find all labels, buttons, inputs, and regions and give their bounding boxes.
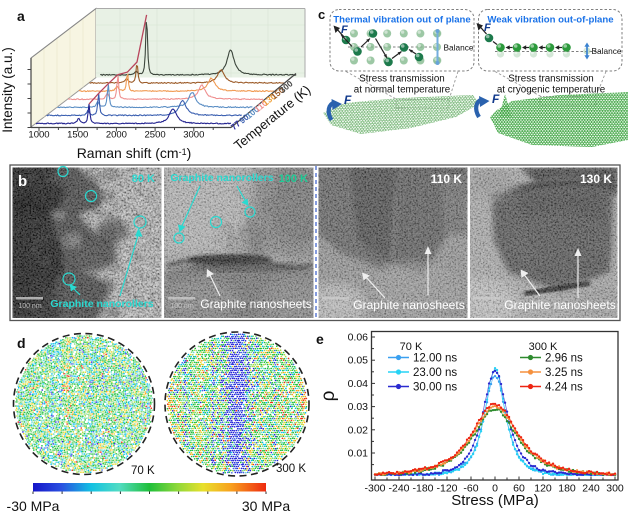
svg-text:0.03: 0.03 [348, 401, 369, 413]
svg-text:ρ: ρ [318, 390, 339, 401]
svg-text:70 K: 70 K [131, 465, 155, 477]
svg-text:100 nm: 100 nm [18, 303, 42, 310]
svg-text:110 K: 110 K [431, 172, 463, 186]
svg-text:100 nm: 100 nm [324, 303, 348, 310]
svg-text:1000: 1000 [28, 130, 49, 141]
svg-text:F: F [341, 24, 348, 36]
svg-text:30 MPa: 30 MPa [242, 498, 290, 514]
svg-text:0: 0 [492, 483, 498, 495]
svg-text:Thermal vibration out of plane: Thermal vibration out of plane [333, 15, 471, 26]
svg-text:a: a [17, 8, 25, 24]
svg-text:300 K: 300 K [529, 341, 558, 353]
svg-text:0.05: 0.05 [348, 355, 369, 367]
svg-text:c: c [318, 7, 325, 22]
svg-text:300: 300 [606, 483, 624, 495]
svg-text:2000: 2000 [106, 130, 127, 141]
svg-text:-120: -120 [436, 483, 457, 495]
svg-text:-300: -300 [364, 483, 385, 495]
svg-text:180: 180 [558, 483, 576, 495]
svg-text:Balance: Balance [444, 43, 474, 53]
svg-text:60: 60 [513, 483, 525, 495]
svg-text:e: e [316, 331, 324, 347]
svg-text:Graphite nanorollers: Graphite nanorollers [50, 298, 153, 310]
svg-text:F: F [344, 93, 352, 107]
svg-text:300 K: 300 K [276, 463, 306, 475]
svg-text:at normal temperature: at normal temperature [354, 85, 451, 96]
svg-text:240: 240 [582, 483, 600, 495]
svg-text:-240: -240 [388, 483, 409, 495]
svg-text:23.00 ns: 23.00 ns [413, 367, 457, 379]
svg-text:F: F [492, 92, 500, 106]
svg-text:F: F [484, 22, 491, 34]
svg-text:120: 120 [534, 483, 552, 495]
svg-text:Stress (MPa): Stress (MPa) [451, 492, 539, 509]
svg-text:0.01: 0.01 [348, 448, 369, 460]
svg-text:0.04: 0.04 [348, 378, 369, 390]
svg-text:0.06: 0.06 [348, 332, 369, 344]
svg-text:b: b [18, 173, 27, 190]
svg-text:100 nm: 100 nm [170, 303, 194, 310]
svg-text:0.02: 0.02 [348, 424, 369, 436]
svg-text:Balance: Balance [592, 46, 622, 56]
svg-text:100 nm: 100 nm [475, 303, 499, 310]
svg-text:Graphite nanosheets: Graphite nanosheets [200, 297, 311, 311]
svg-text:Weak vibration out-of-plane: Weak vibration out-of-plane [487, 15, 613, 26]
svg-text:Stress transmission: Stress transmission [359, 74, 444, 85]
svg-text:Stress transmission: Stress transmission [508, 74, 593, 85]
svg-text:d: d [17, 335, 26, 351]
svg-text:-180: -180 [412, 483, 433, 495]
svg-text:-30 MPa: -30 MPa [7, 498, 60, 514]
svg-text:Graphite nanosheets: Graphite nanosheets [504, 298, 615, 312]
svg-text:-60: -60 [463, 483, 478, 495]
svg-text:2.96 ns: 2.96 ns [545, 353, 583, 365]
svg-text:130 K: 130 K [580, 172, 612, 186]
svg-text:70 K: 70 K [400, 341, 423, 353]
svg-text:Raman shift (cm-1): Raman shift (cm-1) [77, 145, 192, 161]
svg-text:3000: 3000 [183, 130, 204, 141]
svg-text:Graphite nanosheets: Graphite nanosheets [353, 298, 464, 312]
svg-text:100 K: 100 K [279, 173, 308, 185]
svg-text:at cryogenic temperature: at cryogenic temperature [497, 85, 606, 96]
svg-text:80 K: 80 K [132, 173, 155, 185]
svg-text:1500: 1500 [67, 130, 88, 141]
svg-text:Intensity (a.u.): Intensity (a.u.) [0, 47, 15, 133]
svg-text:Graphite nanorollers: Graphite nanorollers [170, 172, 273, 184]
svg-text:2500: 2500 [145, 130, 166, 141]
svg-text:3.25 ns: 3.25 ns [545, 367, 583, 379]
svg-text:12.00 ns: 12.00 ns [413, 353, 457, 365]
svg-text:30.00 ns: 30.00 ns [413, 382, 457, 394]
svg-text:4.24 ns: 4.24 ns [545, 382, 583, 394]
